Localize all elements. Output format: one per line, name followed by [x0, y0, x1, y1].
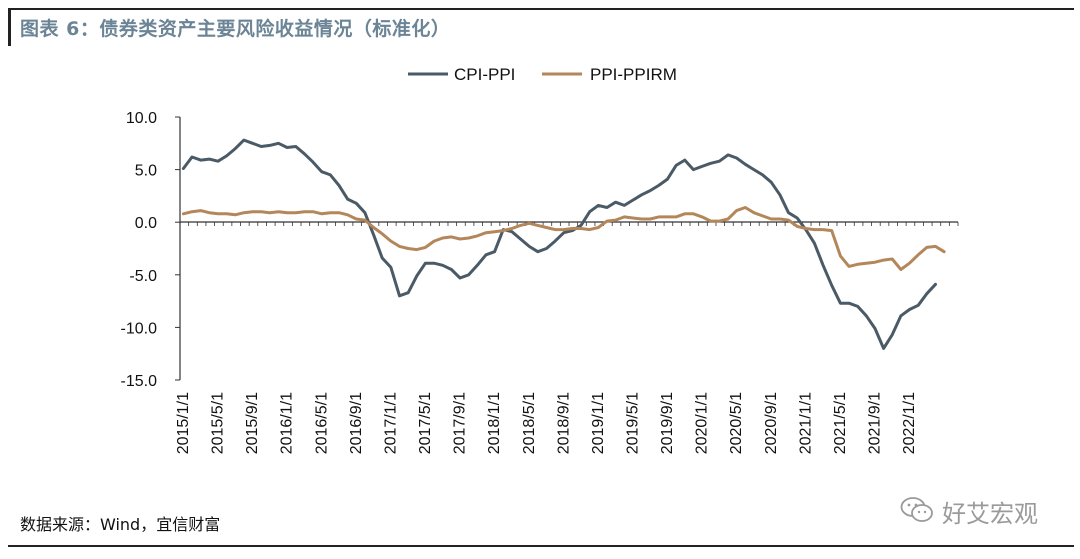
x-tick-label: 2016/9/1: [348, 392, 365, 454]
x-tick-label: 2017/5/1: [417, 392, 434, 454]
data-source: 数据来源：Wind，宜信财富: [20, 515, 221, 534]
y-tick-label: -15.0: [121, 373, 158, 390]
series-lines: [181, 138, 946, 350]
legend-label: PPI-PPIRM: [590, 65, 677, 84]
chart-title: 图表 6：债券类资产主要风险收益情况（标准化）: [20, 18, 451, 40]
x-tick-label: 2019/1/1: [590, 392, 607, 454]
x-tick-label: 2015/5/1: [210, 392, 227, 454]
bottom-border: [8, 545, 1074, 547]
x-tick-label: 2017/9/1: [452, 392, 469, 454]
x-tick-label: 2018/5/1: [521, 392, 538, 454]
x-tick-label: 2022/1/1: [901, 392, 918, 454]
watermark: 好艾宏观: [900, 494, 1038, 529]
line-chart: CPI-PPI PPI-PPIRM 10.0 5.0 0.0 -5.0 -10.0 -15.…: [121, 65, 959, 454]
x-tick-label: 2020/9/1: [763, 392, 780, 454]
x-tick-label: 2019/9/1: [659, 392, 676, 454]
legend-label: CPI-PPI: [454, 65, 515, 84]
watermark-text: 好艾宏观: [942, 500, 1038, 528]
wechat-icon: [900, 496, 934, 528]
y-tick-label: 0.0: [135, 215, 157, 232]
x-tick-label: 2016/1/1: [279, 392, 296, 454]
x-tick-label: 2018/9/1: [555, 392, 572, 454]
x-tick-label: 2015/9/1: [244, 392, 261, 454]
x-tick-label: 2018/1/1: [486, 392, 503, 454]
y-tick-label: 10.0: [126, 110, 157, 127]
x-tick-label: 2019/5/1: [625, 392, 642, 454]
x-tick-label: 2017/1/1: [382, 392, 399, 454]
x-tick-label: 2015/1/1: [175, 392, 192, 454]
series-line-cpi-ppi: [181, 138, 937, 350]
title-accent-bar: [8, 10, 11, 46]
x-axis: 2015/1/1 2015/5/1 2015/9/1 2016/1/1 2016/5/1…: [175, 221, 959, 454]
y-tick-label: 5.0: [135, 163, 157, 180]
x-tick-label: 2021/9/1: [867, 392, 884, 454]
y-axis: 10.0 5.0 0.0 -5.0 -10.0 -15.0: [121, 110, 181, 390]
top-border: [8, 8, 1074, 10]
y-tick-label: -10.0: [121, 320, 158, 337]
x-tick-label: 2021/5/1: [832, 392, 849, 454]
x-tick-label: 2020/1/1: [694, 392, 711, 454]
x-tick-label: 2021/1/1: [797, 392, 814, 454]
y-tick-label: -5.0: [129, 268, 157, 285]
x-tick-label: 2020/5/1: [728, 392, 745, 454]
legend: CPI-PPI PPI-PPIRM: [408, 65, 677, 84]
x-tick-label: 2016/5/1: [313, 392, 330, 454]
series-line-ppi-ppirm: [181, 206, 946, 271]
